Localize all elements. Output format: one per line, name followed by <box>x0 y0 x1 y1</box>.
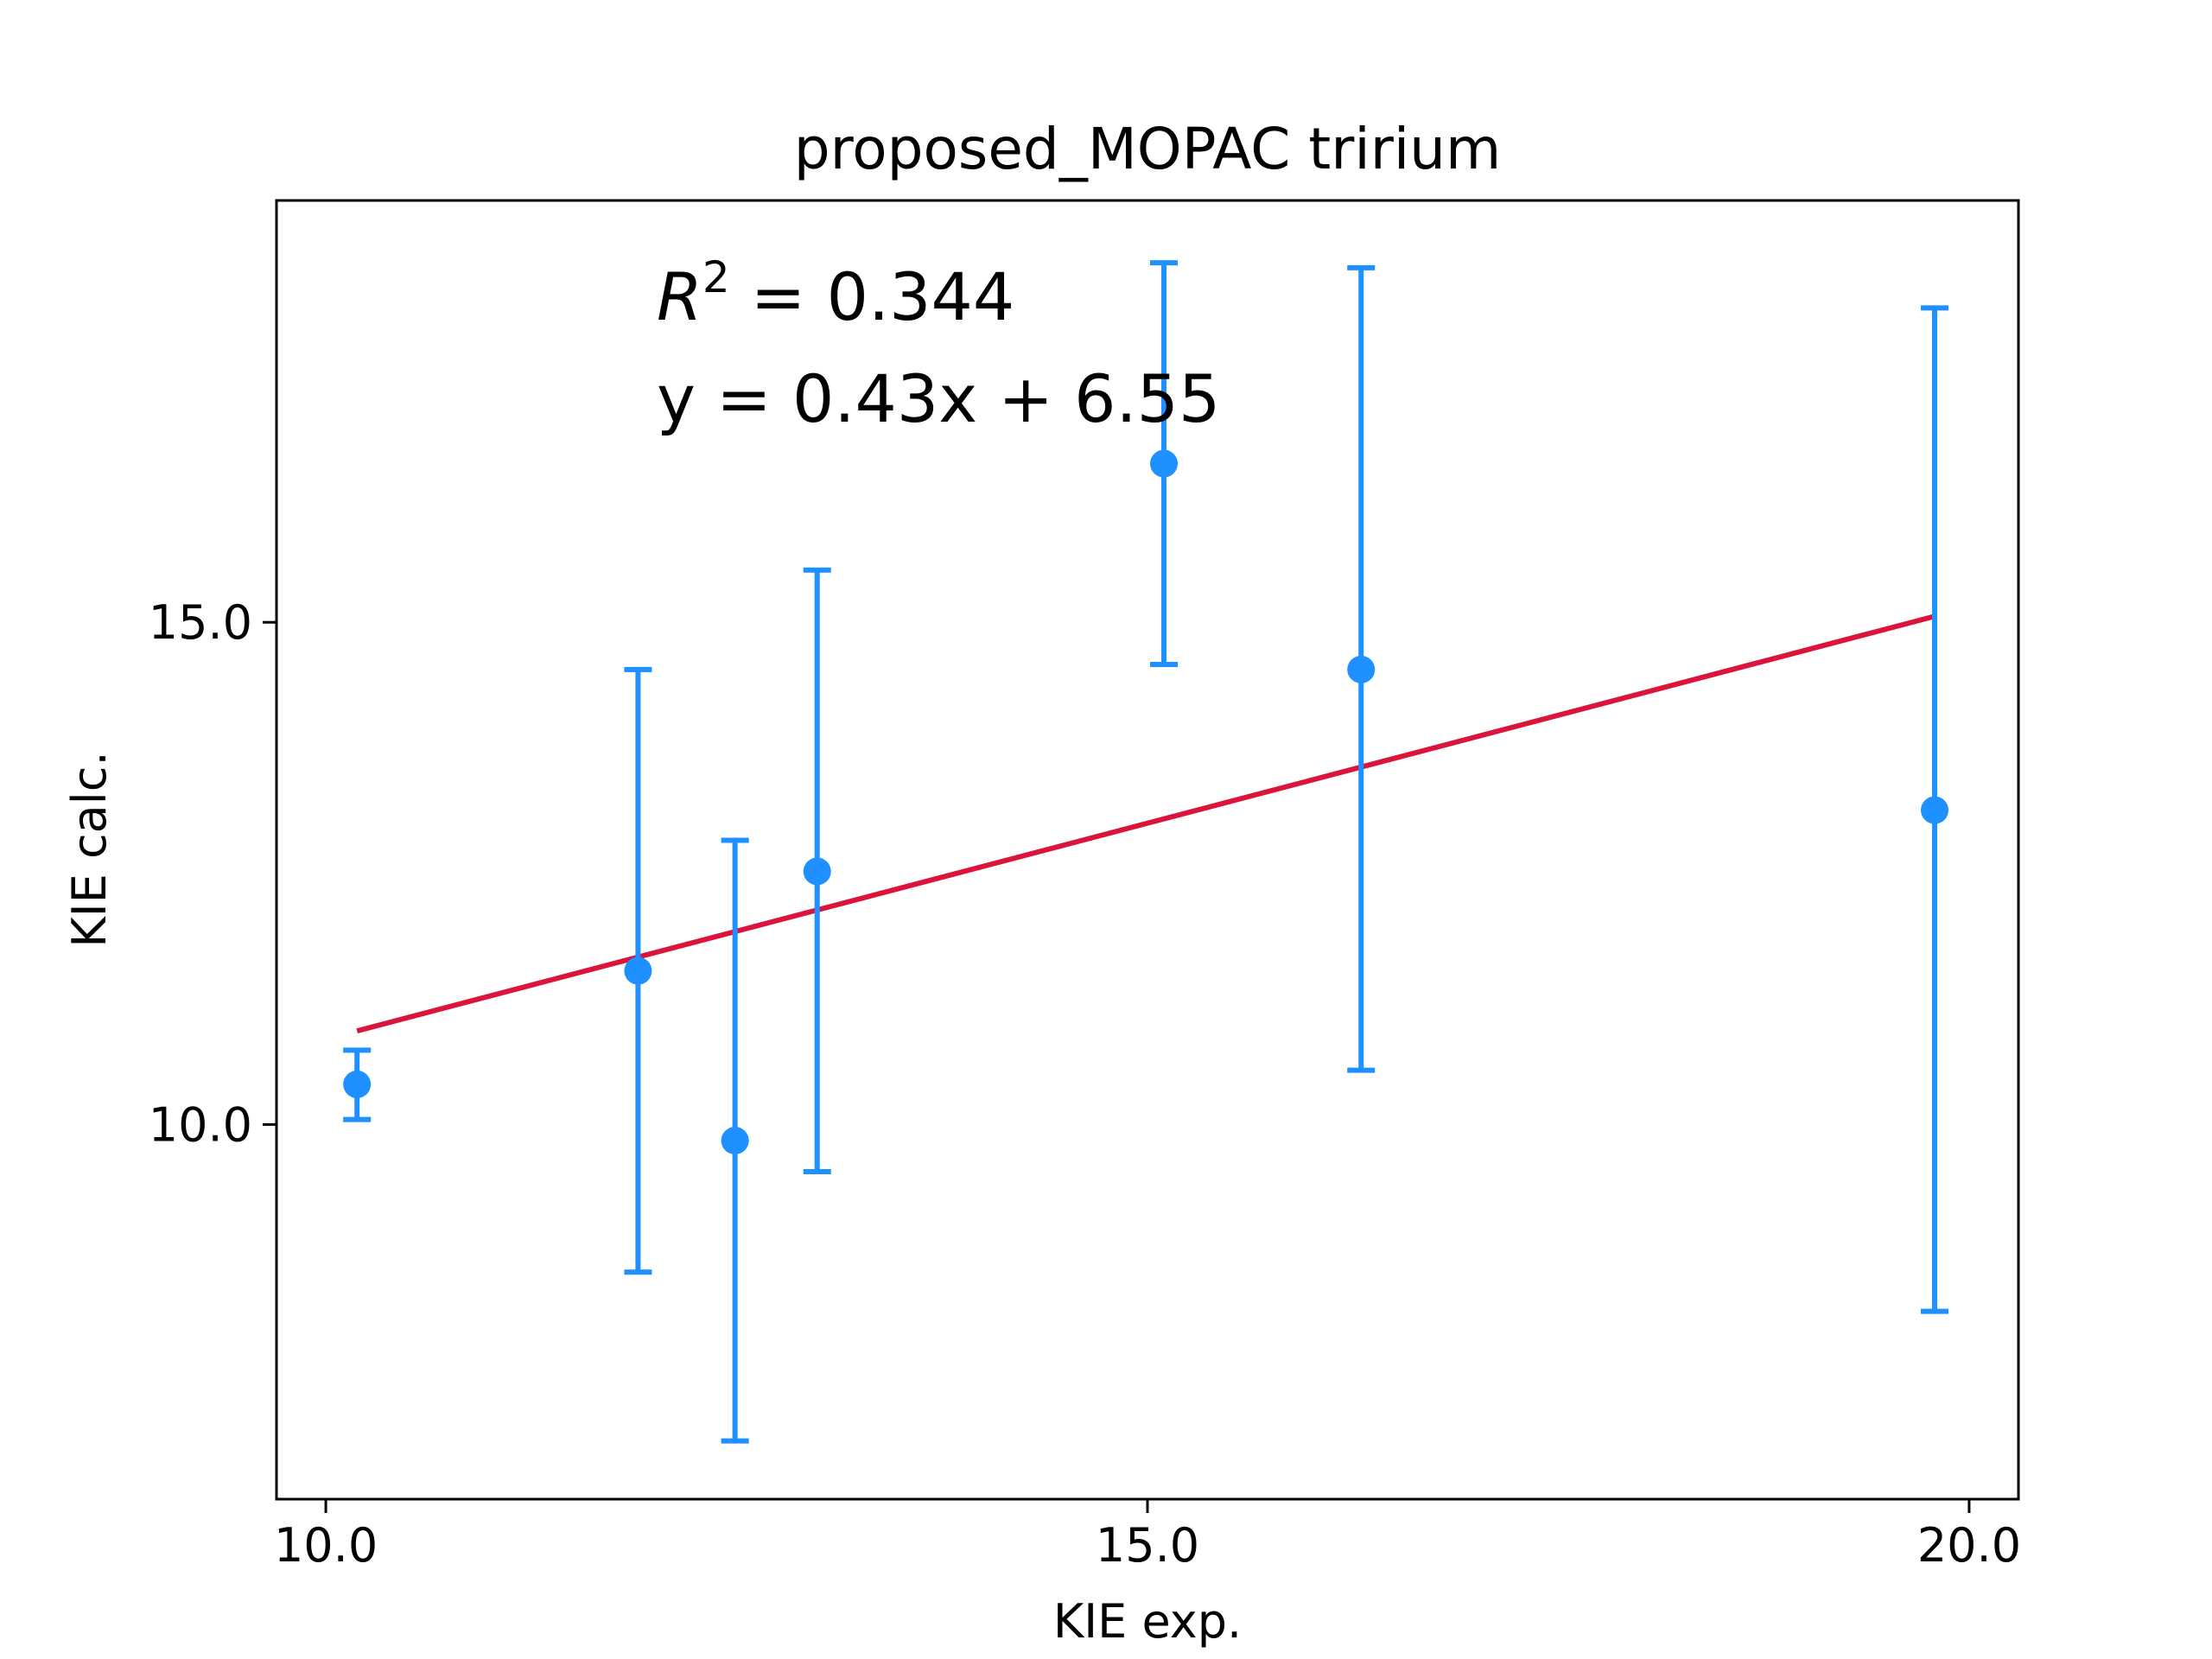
data-point <box>624 957 652 985</box>
data-points-layer <box>343 260 1949 1444</box>
fit-line-layer <box>356 613 1936 1034</box>
data-point-group <box>1150 260 1179 668</box>
r-squared-symbol: R <box>657 258 702 335</box>
r-squared-annotation: R2 = 0.344 <box>657 252 1014 335</box>
x-tick-label: 20.0 <box>1917 1518 2021 1573</box>
r-squared-value: = 0.344 <box>730 258 1015 335</box>
y-tick-label: 15.0 <box>149 595 252 650</box>
axis-ticks-layer: 10.0 15.0 20.0 10.0 15.0 <box>149 595 2021 1573</box>
y-axis-label: KIE calc. <box>62 751 117 947</box>
x-tick-label: 15.0 <box>1096 1518 1199 1573</box>
fit-equation-annotation: y = 0.43x + 6.55 <box>657 360 1220 437</box>
data-point <box>1921 796 1949 824</box>
x-tick-label: 10.0 <box>274 1518 378 1573</box>
data-point-group <box>1921 305 1949 1314</box>
data-point <box>343 1070 372 1098</box>
data-point-group <box>624 666 652 1275</box>
data-point-group <box>1347 264 1376 1073</box>
data-point <box>721 1127 749 1155</box>
data-point-group <box>721 837 749 1444</box>
data-point <box>803 857 831 886</box>
fit-line <box>356 613 1936 1034</box>
data-point <box>1150 449 1179 478</box>
data-point-group <box>343 1047 372 1122</box>
data-point <box>1347 655 1376 683</box>
r-squared-exponent: 2 <box>702 252 730 302</box>
chart-title: proposed_MOPAC tririum <box>794 116 1502 182</box>
y-tick-label: 10.0 <box>149 1097 252 1152</box>
x-axis-label: KIE exp. <box>1053 1594 1242 1649</box>
data-point-group <box>803 567 831 1175</box>
